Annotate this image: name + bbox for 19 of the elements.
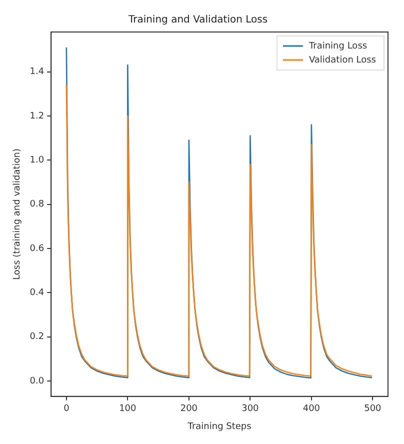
y-tick-label: 0.8 xyxy=(30,200,44,210)
x-tick-label: 0 xyxy=(64,404,70,414)
y-tick-label: 1.0 xyxy=(30,155,44,166)
y-tick-label: 0.2 xyxy=(30,332,44,342)
y-tick-label: 1.2 xyxy=(30,111,44,122)
chart-title: Training and Validation Loss xyxy=(127,14,268,26)
x-tick-label: 200 xyxy=(180,404,198,414)
y-tick-label: 0.4 xyxy=(30,288,44,298)
x-axis-title: Training Steps xyxy=(186,422,252,432)
y-tick-label: 1.4 xyxy=(30,67,44,78)
y-tick-label: 0.6 xyxy=(30,244,44,254)
x-tick-label: 300 xyxy=(242,404,260,414)
legend-label: Training Loss xyxy=(308,41,368,52)
legend-label: Validation Loss xyxy=(308,55,376,66)
y-axis-title: Loss (training and validation) xyxy=(12,148,23,280)
x-tick-label: 400 xyxy=(302,404,320,414)
x-tick-label: 100 xyxy=(119,404,137,414)
x-tick-label: 500 xyxy=(364,404,382,414)
y-tick-label: 0.0 xyxy=(30,376,44,386)
